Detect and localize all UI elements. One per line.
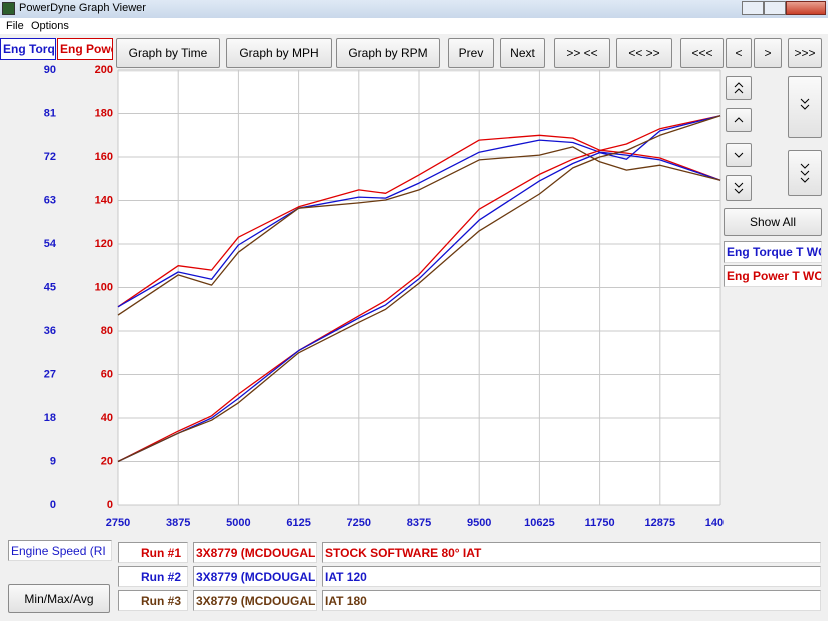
y2-tick-label: 9	[50, 455, 56, 467]
x-tick-label: 8375	[407, 517, 431, 529]
scroll-down-button[interactable]	[726, 143, 752, 167]
x-tick-label: 6125	[286, 517, 310, 529]
restore-button[interactable]	[764, 1, 786, 15]
y-tick-label: 180	[95, 107, 113, 119]
show-all-button[interactable]: Show All	[724, 208, 822, 236]
y-tick-label: 200	[95, 64, 113, 76]
legend-entry: Eng Torque T WC	[724, 241, 822, 263]
power-tab[interactable]: Eng Powe	[57, 38, 113, 60]
series-line	[117, 115, 721, 463]
menu-item[interactable]: Options	[31, 20, 69, 32]
y-tick-label: 0	[107, 499, 113, 511]
y2-tick-label: 27	[44, 368, 56, 380]
arrow-icon	[734, 152, 744, 158]
toolbar-button[interactable]: Graph by MPH	[226, 38, 332, 68]
y2-tick-label: 36	[44, 325, 56, 337]
run-note: STOCK SOFTWARE 80° IAT	[322, 542, 821, 563]
run-vehicle: 3X8779 (MCDOUGALL	[193, 590, 317, 611]
toolbar-button[interactable]: Next	[500, 38, 545, 68]
zoom-in-y-button[interactable]	[788, 76, 822, 138]
window-title: PowerDyne Graph Viewer	[19, 2, 146, 14]
x-tick-label: 11750	[585, 517, 615, 529]
y-tick-label: 100	[95, 281, 113, 293]
series-line	[117, 115, 721, 463]
run-note: IAT 180	[322, 590, 821, 611]
chart: 0 20 40 60 80 100 120 140 160 180 200 0 9 18 27 36 45 54 6…	[44, 64, 724, 529]
run-label: Run #1	[118, 542, 188, 563]
y2-tick-label: 18	[44, 412, 56, 424]
series-line	[117, 146, 721, 316]
y2-tick-label: 54	[44, 238, 57, 250]
y2-tick-label: 81	[44, 107, 56, 119]
x-tick-label: 7250	[347, 517, 371, 529]
toolbar-button[interactable]: Graph by Time	[116, 38, 220, 68]
toolbar-button[interactable]: Graph by RPM	[336, 38, 440, 68]
minimize-button[interactable]	[742, 1, 764, 15]
toolbar-button[interactable]: Prev	[448, 38, 494, 68]
app-icon	[2, 2, 15, 15]
x-axis-selector[interactable]: Engine Speed (RI	[8, 540, 112, 561]
run-label: Run #2	[118, 566, 188, 587]
toolbar-button[interactable]: >> <<	[554, 38, 610, 68]
toolbar-button[interactable]: <	[726, 38, 752, 68]
x-tick-label: 12875	[645, 517, 676, 529]
y-tick-label: 40	[101, 412, 113, 424]
scroll-bottom-button[interactable]	[726, 175, 752, 201]
y-tick-label: 140	[95, 194, 113, 206]
x-tick-label: 9500	[467, 517, 491, 529]
torque-tab[interactable]: Eng Torq	[0, 38, 56, 60]
title-bar: PowerDyne Graph Viewer	[0, 0, 828, 18]
y2-tick-label: 45	[44, 281, 56, 293]
x-tick-label: 10625	[524, 517, 555, 529]
y-tick-label: 120	[95, 238, 113, 250]
toolbar-button[interactable]: <<<	[680, 38, 724, 68]
x-tick-label: 5000	[226, 517, 250, 529]
y-tick-label: 20	[101, 455, 113, 467]
run-label: Run #3	[118, 590, 188, 611]
scroll-top-button[interactable]	[726, 76, 752, 100]
arrow-icon	[800, 98, 810, 110]
y-tick-label: 160	[95, 151, 113, 163]
arrow-icon	[734, 82, 744, 94]
menu-bar: File Options	[0, 18, 828, 34]
arrow-icon	[800, 163, 810, 183]
close-button[interactable]	[786, 1, 826, 15]
series-line	[117, 139, 721, 308]
run-vehicle: 3X8779 (MCDOUGALL	[193, 566, 317, 587]
arrow-icon	[734, 117, 744, 123]
y-tick-label: 80	[101, 325, 113, 337]
arrow-icon	[734, 182, 744, 194]
y2-tick-label: 63	[44, 194, 56, 206]
run-vehicle: 3X8779 (MCDOUGALL	[193, 542, 317, 563]
min-max-avg-button[interactable]: Min/Max/Avg	[8, 584, 110, 613]
y2-tick-label: 0	[50, 499, 56, 511]
toolbar-button[interactable]: << >>	[616, 38, 672, 68]
series-line	[117, 115, 721, 463]
y-tick-label: 60	[101, 368, 113, 380]
menu-item[interactable]: File	[6, 20, 24, 32]
toolbar-button[interactable]: >>>	[788, 38, 822, 68]
legend-entry: Eng Power T WC	[724, 265, 822, 287]
scroll-up-button[interactable]	[726, 108, 752, 132]
x-tick-label: 2750	[106, 517, 130, 529]
x-tick-label: 14000	[705, 517, 724, 529]
x-tick-label: 3875	[166, 517, 190, 529]
toolbar-button[interactable]: >	[754, 38, 782, 68]
zoom-out-y-button[interactable]	[788, 150, 822, 196]
y2-tick-label: 72	[44, 151, 56, 163]
y2-tick-label: 90	[44, 64, 56, 76]
run-note: IAT 120	[322, 566, 821, 587]
